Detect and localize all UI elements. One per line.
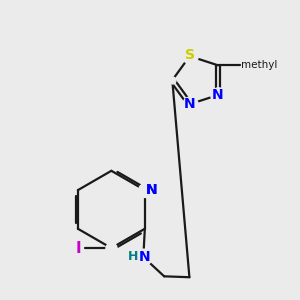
Text: N: N — [146, 183, 157, 197]
Text: N: N — [212, 88, 224, 102]
Text: H: H — [128, 250, 138, 263]
Text: N: N — [146, 183, 157, 197]
Text: N: N — [139, 250, 151, 264]
Text: methyl: methyl — [241, 60, 278, 70]
Text: S: S — [185, 48, 195, 62]
Text: N: N — [184, 97, 196, 111]
Text: I: I — [75, 241, 81, 256]
